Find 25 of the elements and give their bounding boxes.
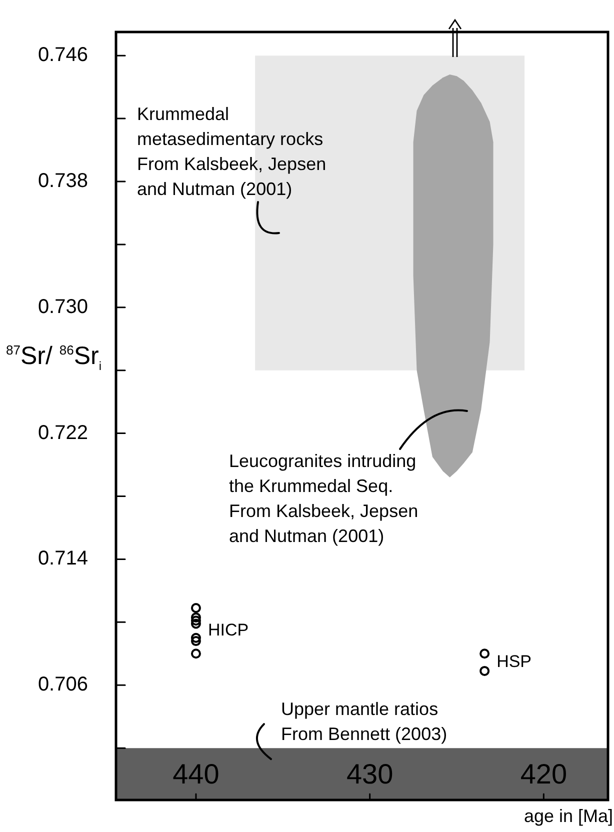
y-tick-label: 0.730 [38, 296, 88, 318]
point [480, 648, 490, 659]
point [190, 603, 201, 613]
point [480, 666, 490, 676]
x-axis-title: age in [Ma] [524, 806, 613, 827]
annotation: Krummedal metasedimentary rocks From Kalsbeek, Jepsen and Nutman (2001) [137, 104, 326, 199]
y-tick-label: 0.706 [38, 674, 88, 696]
series-label: HICP [208, 620, 249, 640]
band-label: Upper mantle ratios From Bennett (2003) [281, 699, 448, 744]
y-tick-label: 0.714 [38, 548, 88, 570]
point [190, 618, 201, 629]
x-tick-label: 420 [520, 758, 568, 790]
y-tick-label: 0.722 [38, 422, 88, 444]
y-tick-label: 0.746 [38, 44, 88, 66]
point [190, 636, 201, 646]
point [190, 616, 201, 626]
series-label: HSP [496, 652, 532, 671]
x-tick-label: 440 [172, 758, 220, 790]
annotation: Leucogranites intruding the Krummedal Seq. From Kalsbeek, Jepsen and Nutman (2001) [229, 450, 418, 546]
y-tick-label: 0.738 [38, 170, 88, 192]
point [190, 612, 201, 622]
x-tick-label: 430 [346, 758, 394, 790]
point [190, 632, 201, 643]
y-axis-title: $^{87}$Sr/ $^{86}$Sr$_{i}$ [6, 342, 102, 373]
point [190, 648, 201, 659]
